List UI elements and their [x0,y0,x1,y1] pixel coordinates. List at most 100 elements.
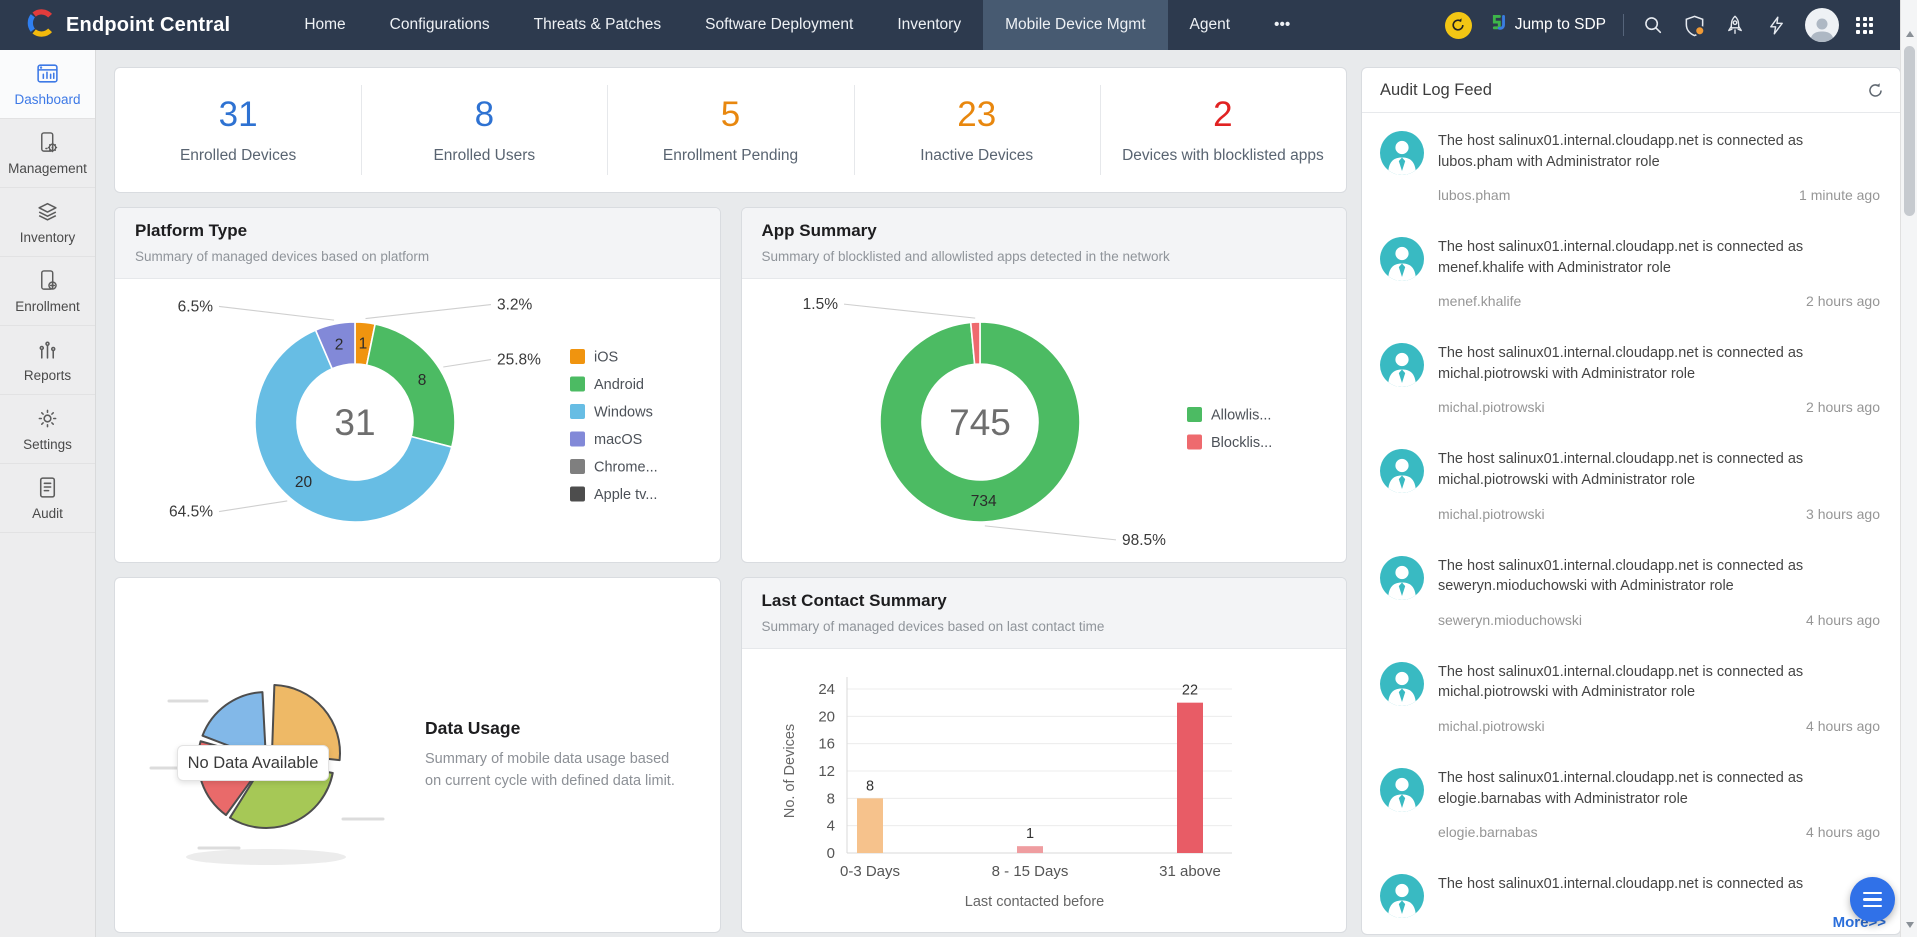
rocket-icon[interactable] [1723,13,1747,37]
sidebar-item-dashboard[interactable]: Dashboard [0,50,95,119]
stat-enrollment-pending[interactable]: 5Enrollment Pending [607,68,853,192]
scroll-up-arrow[interactable] [1901,24,1917,44]
y-tick-label: 12 [818,763,835,780]
y-axis-title: No. of Devices [782,724,798,818]
left-sidebar: DashboardManagementInventoryEnrollmentRe… [0,50,96,937]
nav-item-agent[interactable]: Agent [1168,0,1253,50]
y-tick-label: 20 [818,708,835,725]
card-subtitle: Summary of managed devices based on plat… [135,249,700,264]
stat-label: Devices with blocklisted apps [1122,147,1324,165]
charts-row: Platform Type Summary of managed devices… [114,207,1347,563]
donut-center-label: 745 [949,402,1011,443]
sidebar-item-inventory[interactable]: Inventory [0,188,95,257]
audit-log-entry[interactable]: The host salinux01.internal.cloudapp.net… [1362,538,1900,644]
bolt-icon[interactable] [1764,13,1788,37]
bottom-row: No Data Available Data Usage Summary of … [114,577,1347,933]
stat-value: 2 [1213,95,1232,135]
stat-devices-with-blocklisted-apps[interactable]: 2 Devices with blocklisted apps [1100,68,1346,192]
management-icon [35,130,60,155]
floating-menu-button[interactable] [1850,877,1895,922]
audit-entry-meta: michal.piotrowski3 hours ago [1438,506,1880,522]
legend-item-blocklis[interactable]: Blocklis... [1187,435,1272,452]
platform_type-donut: 13.2%825.8%2064.5%26.5%31iOSAndroidWindo… [115,279,711,561]
legend-item-ios[interactable]: iOS [570,349,618,366]
data-usage-description: Summary of mobile data usage based on cu… [425,749,675,793]
nav-item-inventory[interactable]: Inventory [875,0,983,50]
audit-icon [35,475,60,500]
audit-log-header: Audit Log Feed [1362,68,1900,113]
bar-31-above[interactable] [1177,703,1203,853]
audit-entry-user: michal.piotrowski [1438,399,1545,415]
sidebar-item-reports[interactable]: Reports [0,326,95,395]
sidebar-item-audit[interactable]: Audit [0,464,95,533]
audit-entry-time: 1 minute ago [1799,187,1880,203]
stat-label: Enrolled Devices [180,147,296,165]
stat-label: Inactive Devices [920,147,1033,165]
platform-type-card: Platform Type Summary of managed devices… [114,207,721,563]
audit-log-entry[interactable]: The host salinux01.internal.cloudapp.net… [1362,219,1900,325]
bar-0-3-days[interactable] [857,798,883,853]
scroll-down-arrow[interactable] [1901,915,1917,935]
app-grid-icon[interactable] [1856,17,1873,34]
audit-entry-message: The host salinux01.internal.cloudapp.net… [1438,237,1880,278]
audit-entry-meta: seweryn.mioduchowski4 hours ago [1438,612,1880,628]
card-subtitle: Summary of managed devices based on last… [762,619,1327,634]
segment-pct-label: 6.5% [178,298,214,315]
sidebar-item-settings[interactable]: Settings [0,395,95,464]
audit-log-entry[interactable]: The host salinux01.internal.cloudapp.net… [1362,431,1900,537]
user-avatar[interactable] [1805,8,1839,42]
brand[interactable]: Endpoint Central [26,8,230,43]
legend-item-chrome[interactable]: Chrome... [570,459,658,476]
y-tick-label: 0 [826,845,834,862]
audit-log-entry[interactable]: The host salinux01.internal.cloudapp.net… [1362,750,1900,856]
y-tick-label: 16 [818,736,835,753]
platform-type-chart: 13.2%825.8%2064.5%26.5%31iOSAndroidWindo… [115,279,720,561]
audit-log-entry[interactable]: The host salinux01.internal.cloudapp.net… [1362,325,1900,431]
search-icon[interactable] [1641,13,1665,37]
vertical-scrollbar[interactable] [1900,0,1917,937]
app_summary-donut: 73498.5%1.5%745Allowlis...Blocklis... [742,279,1338,561]
legend-item-android[interactable]: Android [570,377,644,394]
bar-8-15-days[interactable] [1017,846,1043,853]
bar-value-label: 8 [865,778,873,794]
audit-entry-body: The host salinux01.internal.cloudapp.net… [1438,874,1880,918]
refresh-icon[interactable] [1867,82,1884,99]
nav-item-home[interactable]: Home [282,0,367,50]
legend-item-windows[interactable]: Windows [570,404,653,421]
nav-item-more[interactable]: ••• [1252,0,1312,50]
audit-entry-body: The host salinux01.internal.cloudapp.net… [1438,662,1880,734]
donut-segment-android[interactable] [367,324,455,447]
legend-item-macos[interactable]: macOS [570,432,642,449]
audit-entry-time: 4 hours ago [1806,612,1880,628]
bar-value-label: 1 [1025,826,1033,842]
audit-log-entry[interactable]: The host salinux01.internal.cloudapp.net… [1362,644,1900,750]
audit-entry-user: elogie.barnabas [1438,824,1538,840]
menu-icon [1863,892,1882,895]
shield-icon[interactable] [1682,13,1706,37]
audit-log-entry[interactable]: The host salinux01.internal.cloudapp.net… [1362,113,1900,219]
nav-item-configurations[interactable]: Configurations [368,0,512,50]
stat-enrolled-devices[interactable]: 31Enrolled Devices [115,68,361,192]
jump-to-sdp-button[interactable]: Jump to SDP [1489,13,1606,37]
audit-entry-message: The host salinux01.internal.cloudapp.net… [1438,768,1880,809]
sidebar-item-enrollment[interactable]: Enrollment [0,257,95,326]
legend-item-apple-tv[interactable]: Apple tv... [570,487,657,504]
audit-log-entry[interactable]: The host salinux01.internal.cloudapp.net… [1362,856,1900,934]
svg-text:Windows: Windows [594,405,653,421]
nav-item-threats-patches[interactable]: Threats & Patches [512,0,684,50]
legend-item-allowlis[interactable]: Allowlis... [1187,407,1271,424]
main-area: 31Enrolled Devices8Enrolled Users5Enroll… [96,50,1361,937]
refresh-icon[interactable] [1445,12,1472,39]
segment-value-label: 2 [335,337,344,354]
nav-item-software-deployment[interactable]: Software Deployment [683,0,875,50]
audit-log-title: Audit Log Feed [1380,81,1492,100]
app-summary-chart: 73498.5%1.5%745Allowlis...Blocklis... [742,279,1347,561]
svg-text:Blocklis...: Blocklis... [1211,435,1272,451]
x-tick-label: 0-3 Days [839,863,899,880]
stat-inactive-devices[interactable]: 23Inactive Devices [854,68,1100,192]
scrollbar-thumb[interactable] [1904,46,1915,216]
enrollment-icon [35,268,60,293]
sidebar-item-management[interactable]: Management [0,119,95,188]
nav-item-mobile-device-mgmt[interactable]: Mobile Device Mgmt [983,0,1167,50]
stat-enrolled-users[interactable]: 8Enrolled Users [361,68,607,192]
